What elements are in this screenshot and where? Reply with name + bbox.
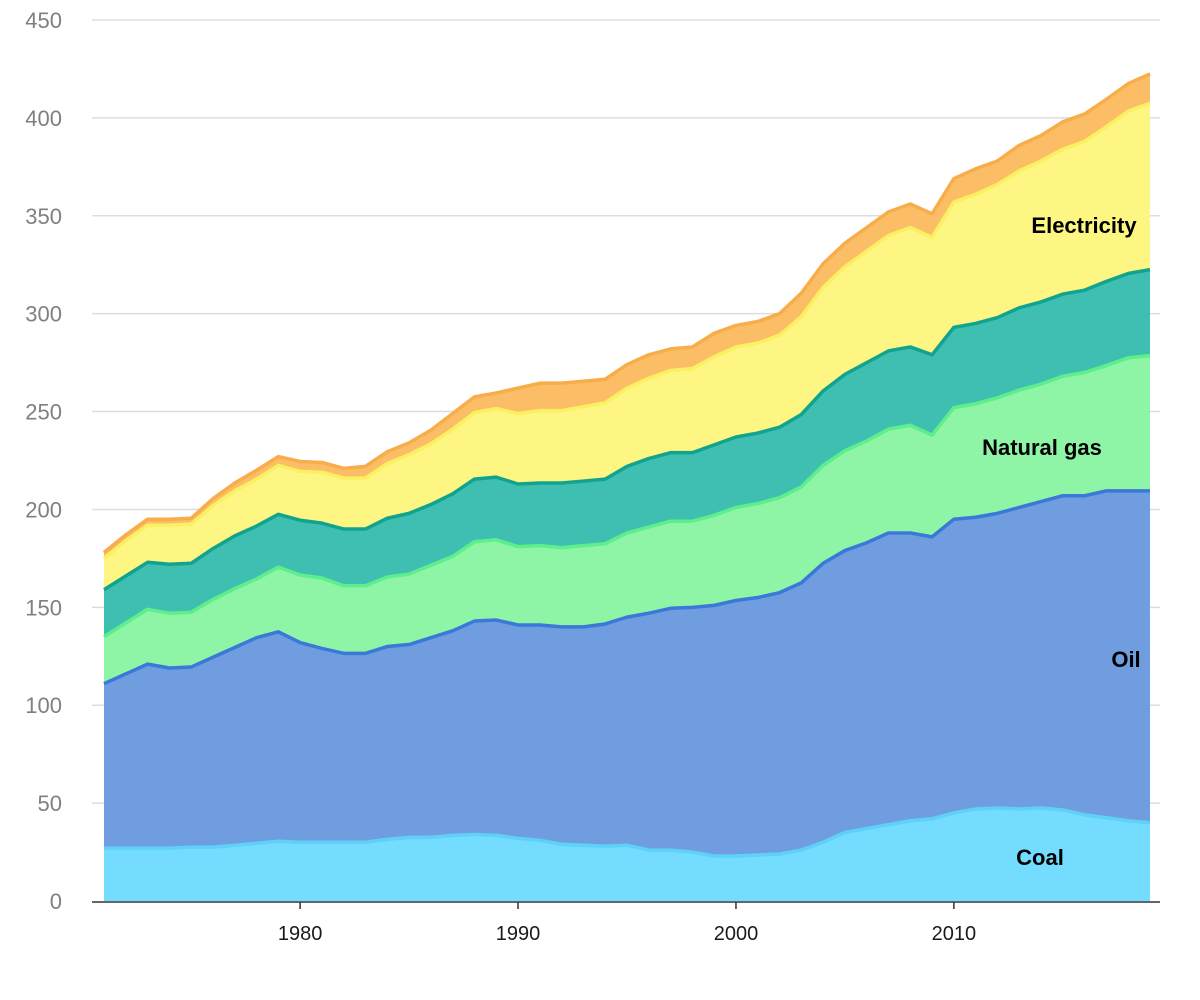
- y-tick-label: 50: [38, 791, 62, 816]
- x-tick-label: 1980: [278, 923, 323, 945]
- oil-area: [104, 490, 1150, 856]
- y-tick-label: 250: [25, 400, 62, 425]
- y-tick-label: 300: [25, 302, 62, 327]
- coal-line: [104, 806, 1151, 858]
- coal-label: Coal: [1016, 845, 1064, 870]
- electricity-area: [104, 103, 1150, 590]
- electricity-line: [102, 101, 1151, 560]
- natural-gas-line: [103, 354, 1151, 639]
- natural-gas-label: Natural gas: [982, 435, 1102, 460]
- y-tick-label: 150: [25, 595, 62, 620]
- x-tick-label: 1990: [496, 923, 541, 945]
- oil-label: Oil: [1111, 647, 1140, 672]
- oil-line: [103, 489, 1150, 686]
- series-6-line: [102, 72, 1151, 554]
- y-tick-label: 200: [25, 497, 62, 522]
- series-areas: [104, 73, 1150, 901]
- x-axis-ticks: 1980 1990 2000 2010: [278, 902, 976, 945]
- y-tick-label: 100: [25, 693, 62, 718]
- y-axis-ticks: 0 50 100 150 200 250 300 350 400 450: [25, 8, 62, 914]
- y-tick-label: 400: [25, 106, 62, 131]
- y-tick-label: 450: [25, 8, 62, 33]
- coal-area: [104, 808, 1150, 901]
- series-labels: Coal Oil Natural gas Electricity: [982, 213, 1141, 870]
- series-4-area: [104, 269, 1150, 637]
- natural-gas-area: [104, 355, 1150, 684]
- y-tick-label: 350: [25, 204, 62, 229]
- y-tick-label: 0: [50, 889, 62, 914]
- x-tick-label: 2010: [932, 923, 977, 945]
- x-tick-label: 2000: [714, 923, 759, 945]
- series-4-line: [103, 267, 1151, 592]
- series-lines: [102, 72, 1151, 858]
- electricity-label: Electricity: [1031, 213, 1137, 238]
